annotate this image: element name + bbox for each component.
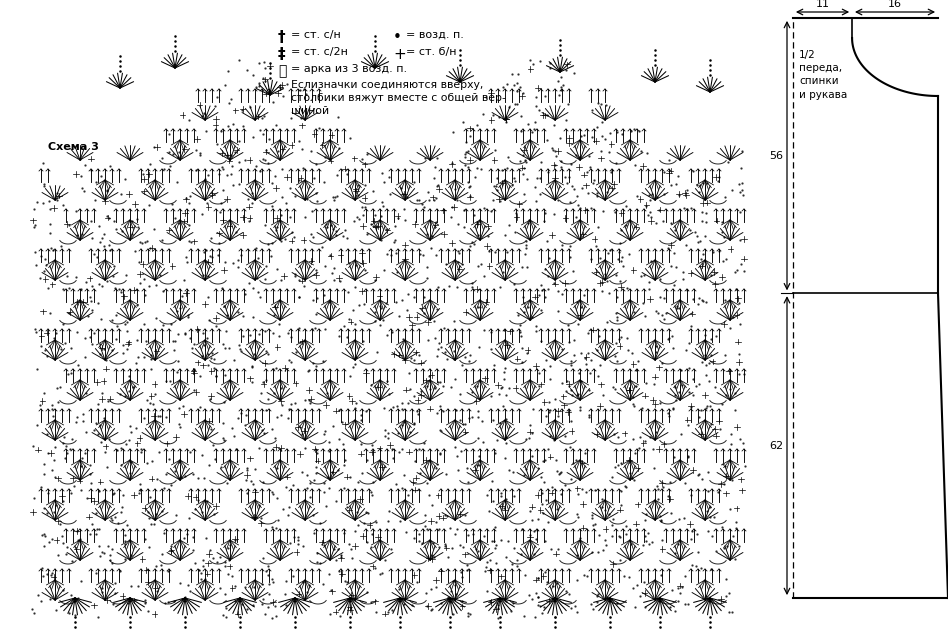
Text: •: • (393, 30, 402, 45)
Text: 62: 62 (769, 440, 783, 451)
Text: столбики вяжут вместе с общей вер-: столбики вяжут вместе с общей вер- (291, 93, 506, 103)
Text: Схема 3: Схема 3 (48, 142, 99, 152)
Text: ⌣: ⌣ (278, 64, 286, 78)
Text: = ст. б/н: = ст. б/н (406, 47, 457, 57)
Text: +: + (393, 47, 406, 62)
Text: = ст. с/н: = ст. с/н (291, 30, 340, 40)
Text: = возд. п.: = возд. п. (406, 30, 464, 40)
Text: 11: 11 (815, 0, 830, 9)
Text: = ст. с/2н: = ст. с/2н (291, 47, 348, 57)
Text: = арка из 3 возд. п.: = арка из 3 возд. п. (291, 64, 407, 74)
Text: шиной: шиной (291, 106, 329, 116)
Text: 16: 16 (888, 0, 902, 9)
Text: †: † (278, 30, 285, 45)
Text: 56: 56 (769, 151, 783, 161)
Text: ‡: ‡ (278, 47, 285, 62)
Text: 1/2
переда,
спинки
и рукава: 1/2 переда, спинки и рукава (799, 50, 848, 100)
Text: Еслизначки соединяются вверху,: Еслизначки соединяются вверху, (291, 80, 483, 90)
